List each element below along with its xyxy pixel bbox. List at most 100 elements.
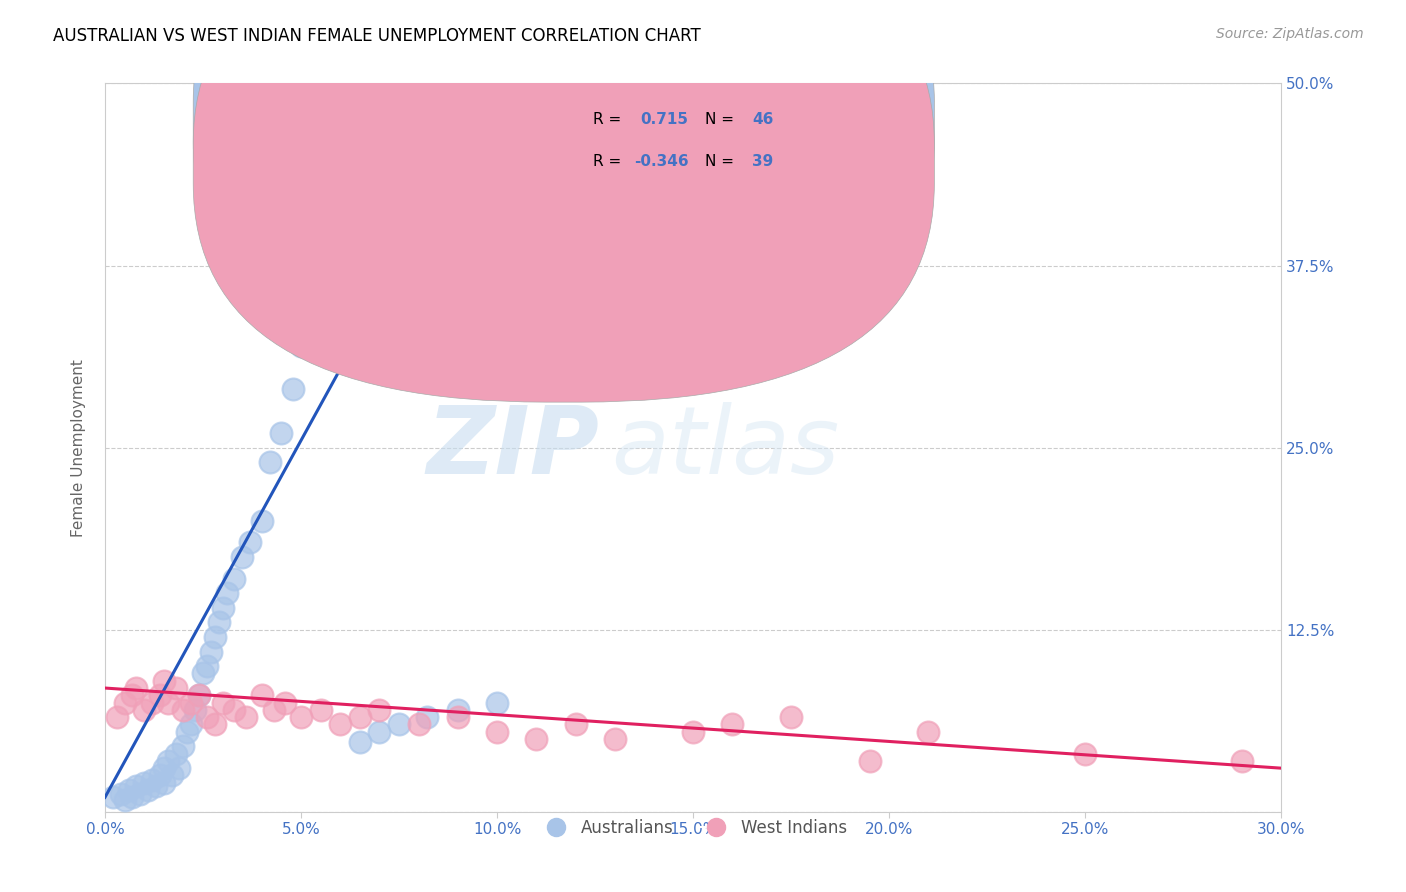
Point	[136, 783, 159, 797]
Point	[141, 696, 163, 710]
Point	[447, 710, 470, 724]
Point	[153, 776, 176, 790]
Point	[388, 717, 411, 731]
Point	[134, 703, 156, 717]
Point	[156, 754, 179, 768]
Point	[215, 586, 238, 600]
Point	[447, 703, 470, 717]
Point	[349, 735, 371, 749]
Point	[239, 535, 262, 549]
Point	[208, 615, 231, 630]
Point	[188, 689, 211, 703]
Point	[250, 514, 273, 528]
Point	[329, 252, 352, 266]
Point	[141, 772, 163, 787]
Text: ZIP: ZIP	[426, 401, 599, 493]
Point	[110, 788, 132, 802]
Point	[211, 696, 233, 710]
Point	[263, 703, 285, 717]
Text: 0.715: 0.715	[640, 112, 689, 128]
Point	[149, 689, 172, 703]
Point	[117, 783, 139, 797]
Point	[169, 761, 191, 775]
Point	[486, 724, 509, 739]
FancyBboxPatch shape	[523, 91, 823, 196]
Point	[129, 788, 152, 802]
Point	[172, 739, 194, 754]
Point	[180, 696, 202, 710]
Point	[1074, 747, 1097, 761]
Point	[368, 724, 391, 739]
Text: N =: N =	[704, 154, 738, 169]
Point	[349, 710, 371, 724]
Point	[153, 673, 176, 688]
Point	[184, 703, 207, 717]
Point	[283, 383, 305, 397]
Point	[682, 724, 704, 739]
Point	[145, 779, 167, 793]
Text: 46: 46	[752, 112, 773, 128]
Point	[153, 761, 176, 775]
FancyBboxPatch shape	[193, 0, 935, 402]
Point	[408, 717, 430, 731]
Legend: Australians, West Indians: Australians, West Indians	[533, 813, 853, 844]
Point	[180, 717, 202, 731]
Point	[274, 696, 297, 710]
Point	[270, 426, 292, 441]
Point	[211, 601, 233, 615]
Text: Source: ZipAtlas.com: Source: ZipAtlas.com	[1216, 27, 1364, 41]
Point	[259, 455, 281, 469]
Text: R =: R =	[593, 154, 626, 169]
Point	[415, 710, 437, 724]
Point	[859, 754, 882, 768]
Point	[160, 768, 183, 782]
Y-axis label: Female Unemployment: Female Unemployment	[72, 359, 86, 537]
Point	[309, 703, 332, 717]
Text: N =: N =	[704, 112, 738, 128]
Text: R =: R =	[593, 112, 626, 128]
Point	[121, 790, 143, 805]
Point	[780, 710, 803, 724]
Point	[524, 732, 547, 747]
Point	[121, 689, 143, 703]
Point	[204, 630, 226, 644]
Point	[114, 696, 136, 710]
Point	[125, 779, 148, 793]
Text: atlas: atlas	[610, 402, 839, 493]
Point	[172, 703, 194, 717]
Point	[235, 710, 257, 724]
Point	[204, 717, 226, 731]
Point	[224, 703, 246, 717]
Point	[1230, 754, 1253, 768]
Point	[191, 666, 214, 681]
Point	[125, 681, 148, 695]
Point	[231, 549, 253, 564]
Point	[134, 776, 156, 790]
Point	[603, 732, 626, 747]
Point	[105, 710, 128, 724]
Point	[250, 689, 273, 703]
Point	[564, 717, 586, 731]
Point	[114, 793, 136, 807]
Point	[917, 724, 939, 739]
Point	[176, 724, 198, 739]
Point	[329, 717, 352, 731]
Point	[721, 717, 744, 731]
Text: -0.346: -0.346	[634, 154, 689, 169]
Point	[309, 295, 332, 310]
Point	[195, 710, 218, 724]
Point	[165, 747, 187, 761]
Point	[195, 659, 218, 673]
Point	[156, 696, 179, 710]
Point	[368, 703, 391, 717]
FancyBboxPatch shape	[193, 0, 935, 360]
Text: 39: 39	[752, 154, 773, 169]
Point	[290, 339, 312, 353]
Point	[149, 768, 172, 782]
Point	[165, 681, 187, 695]
Point	[101, 790, 124, 805]
Point	[200, 645, 222, 659]
Point	[188, 689, 211, 703]
Point	[290, 710, 312, 724]
Point	[486, 696, 509, 710]
